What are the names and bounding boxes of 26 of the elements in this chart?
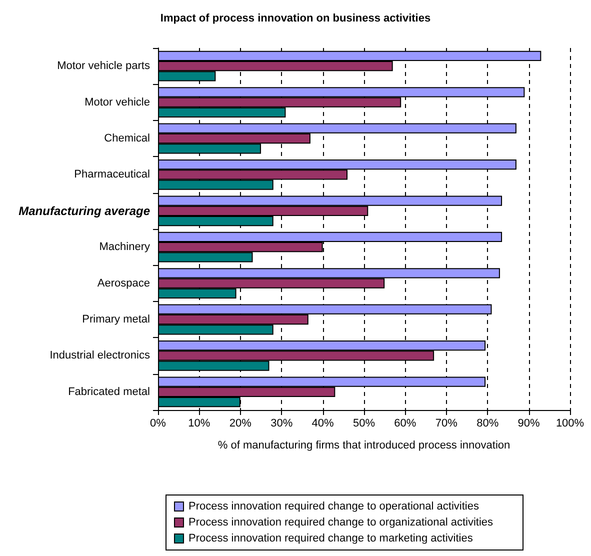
chart-title: Impact of process innovation on business activities	[160, 12, 431, 24]
x-tick-label: 10%	[188, 418, 210, 430]
y-tick-label: Chemical	[104, 132, 150, 144]
y-tick-label: Aerospace	[97, 277, 150, 290]
legend-label: Process innovation required change to operational activities	[188, 500, 480, 512]
x-tick-label: 80%	[476, 418, 499, 430]
y-tick-label: Pharmaceutical	[74, 168, 150, 181]
y-tick-label: Machinery	[99, 241, 150, 254]
x-tick-label: 60%	[394, 418, 416, 430]
y-tick-label: Motor vehicle	[84, 96, 150, 108]
y-tick-label: Fabricated metal	[68, 386, 150, 398]
x-tick-label: 20%	[229, 418, 252, 430]
x-tick-label: 30%	[270, 418, 293, 430]
legend-label: Process innovation required change to marketing activities	[188, 532, 474, 544]
x-tick-label: 50%	[352, 418, 376, 430]
x-tick-label: 90%	[518, 418, 540, 430]
y-tick-label: Industrial electronics	[50, 350, 150, 362]
x-tick-label: 70%	[435, 418, 458, 430]
legend-label: Process innovation required change to organizational activities	[188, 516, 494, 528]
x-axis-title: % of manufacturing firms that introduced process innovation	[218, 440, 510, 452]
x-tick-label: 100%	[556, 418, 584, 430]
x-tick-label: 0%	[150, 418, 166, 430]
y-tick-label: Motor vehicle parts	[57, 60, 150, 72]
y-tick-label: Primary metal	[82, 314, 150, 326]
y-tick-label: Manufacturing average	[18, 204, 150, 218]
x-tick-label: 40%	[312, 418, 334, 430]
